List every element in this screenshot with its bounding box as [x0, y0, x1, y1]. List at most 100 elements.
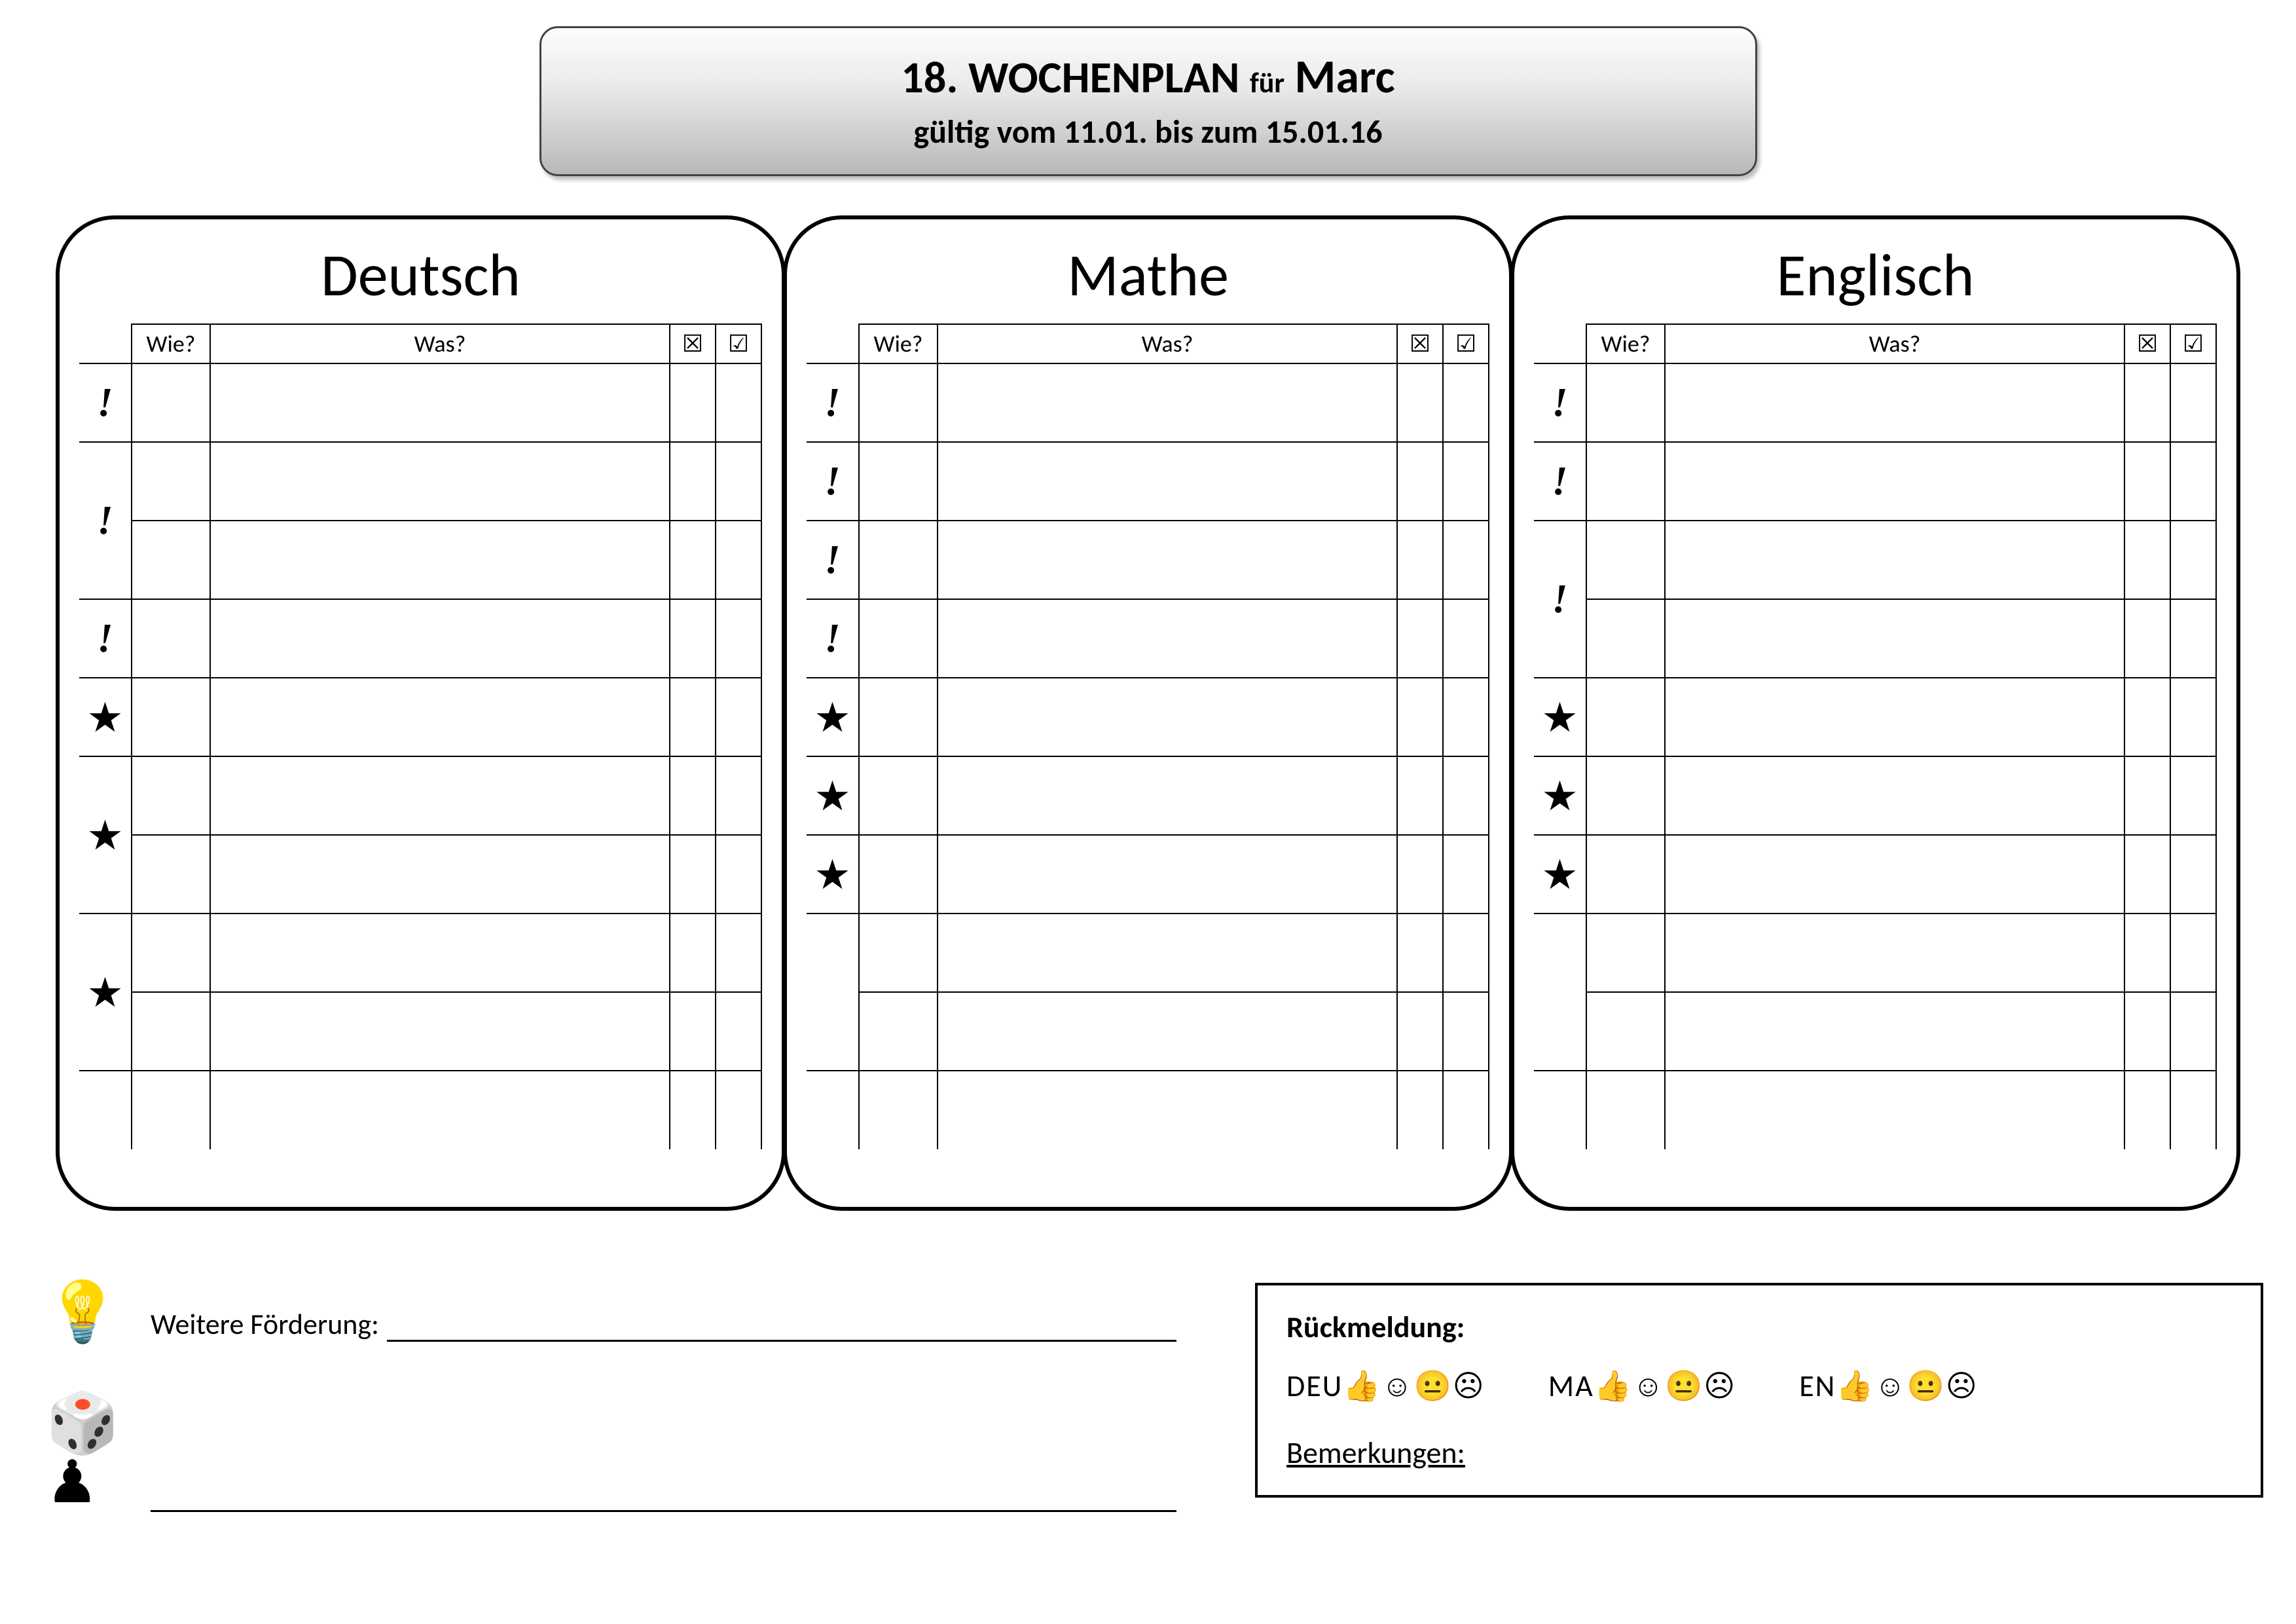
- cell-wie[interactable]: [1586, 363, 1665, 442]
- cell-was[interactable]: [1665, 363, 2124, 442]
- cell-wie[interactable]: [132, 521, 210, 599]
- cell-wie[interactable]: [859, 992, 938, 1071]
- cell-was[interactable]: [938, 1071, 1397, 1149]
- cell-was[interactable]: [938, 992, 1397, 1071]
- cell-right[interactable]: [716, 835, 761, 913]
- cell-wrong[interactable]: [2124, 442, 2170, 521]
- cell-right[interactable]: [1443, 521, 1489, 599]
- cell-was[interactable]: [1665, 678, 2124, 756]
- cell-right[interactable]: [716, 678, 761, 756]
- cell-was[interactable]: [210, 442, 670, 521]
- cell-wie[interactable]: [132, 678, 210, 756]
- cell-wie[interactable]: [859, 756, 938, 835]
- cell-wrong[interactable]: [670, 992, 716, 1071]
- cell-wie[interactable]: [859, 521, 938, 599]
- cell-wie[interactable]: [132, 363, 210, 442]
- cell-wrong[interactable]: [2124, 1071, 2170, 1149]
- cell-wrong[interactable]: [1397, 1071, 1443, 1149]
- cell-wie[interactable]: [859, 442, 938, 521]
- cell-wrong[interactable]: [670, 521, 716, 599]
- cell-wrong[interactable]: [2124, 992, 2170, 1071]
- cell-was[interactable]: [938, 835, 1397, 913]
- cell-right[interactable]: [716, 1071, 761, 1149]
- cell-wrong[interactable]: [670, 442, 716, 521]
- cell-right[interactable]: [716, 992, 761, 1071]
- cell-right[interactable]: [1443, 913, 1489, 992]
- cell-right[interactable]: [2170, 442, 2216, 521]
- cell-wie[interactable]: [132, 835, 210, 913]
- cell-right[interactable]: [2170, 678, 2216, 756]
- cell-right[interactable]: [2170, 363, 2216, 442]
- cell-wrong[interactable]: [1397, 442, 1443, 521]
- cell-wie[interactable]: [1586, 521, 1665, 599]
- cell-was[interactable]: [938, 756, 1397, 835]
- cell-wrong[interactable]: [1397, 835, 1443, 913]
- cell-was[interactable]: [210, 521, 670, 599]
- cell-wie[interactable]: [132, 1071, 210, 1149]
- cell-was[interactable]: [1665, 521, 2124, 599]
- cell-wie[interactable]: [132, 756, 210, 835]
- cell-wrong[interactable]: [2124, 521, 2170, 599]
- cell-wrong[interactable]: [1397, 756, 1443, 835]
- cell-wrong[interactable]: [670, 363, 716, 442]
- cell-wie[interactable]: [1586, 599, 1665, 678]
- cell-was[interactable]: [1665, 442, 2124, 521]
- cell-right[interactable]: [1443, 363, 1489, 442]
- cell-wrong[interactable]: [1397, 913, 1443, 992]
- cell-wrong[interactable]: [670, 1071, 716, 1149]
- cell-was[interactable]: [938, 363, 1397, 442]
- cell-right[interactable]: [2170, 992, 2216, 1071]
- cell-right[interactable]: [716, 756, 761, 835]
- cell-wrong[interactable]: [670, 913, 716, 992]
- cell-was[interactable]: [1665, 599, 2124, 678]
- cell-was[interactable]: [210, 363, 670, 442]
- cell-right[interactable]: [1443, 599, 1489, 678]
- cell-right[interactable]: [716, 521, 761, 599]
- cell-was[interactable]: [938, 913, 1397, 992]
- cell-wrong[interactable]: [670, 756, 716, 835]
- cell-wie[interactable]: [859, 913, 938, 992]
- cell-wie[interactable]: [859, 363, 938, 442]
- feedback-faces[interactable]: 👍☺😐☹: [1594, 1368, 1736, 1405]
- cell-was[interactable]: [210, 599, 670, 678]
- cell-was[interactable]: [938, 678, 1397, 756]
- cell-wie[interactable]: [1586, 756, 1665, 835]
- cell-was[interactable]: [1665, 913, 2124, 992]
- cell-was[interactable]: [210, 992, 670, 1071]
- cell-was[interactable]: [1665, 835, 2124, 913]
- cell-wie[interactable]: [1586, 992, 1665, 1071]
- cell-wie[interactable]: [1586, 913, 1665, 992]
- cell-wie[interactable]: [859, 835, 938, 913]
- cell-was[interactable]: [210, 913, 670, 992]
- cell-wie[interactable]: [1586, 1071, 1665, 1149]
- cell-wrong[interactable]: [670, 835, 716, 913]
- cell-wie[interactable]: [859, 599, 938, 678]
- games-line[interactable]: [151, 1483, 1176, 1512]
- cell-right[interactable]: [2170, 913, 2216, 992]
- feedback-faces[interactable]: 👍☺😐☹: [1343, 1368, 1485, 1405]
- cell-wrong[interactable]: [2124, 363, 2170, 442]
- cell-wie[interactable]: [1586, 678, 1665, 756]
- cell-right[interactable]: [2170, 835, 2216, 913]
- cell-right[interactable]: [716, 913, 761, 992]
- cell-wrong[interactable]: [2124, 756, 2170, 835]
- cell-wie[interactable]: [132, 992, 210, 1071]
- cell-was[interactable]: [1665, 992, 2124, 1071]
- cell-was[interactable]: [210, 756, 670, 835]
- cell-right[interactable]: [1443, 992, 1489, 1071]
- extra-support-line[interactable]: [387, 1313, 1176, 1342]
- cell-wrong[interactable]: [1397, 363, 1443, 442]
- cell-right[interactable]: [716, 442, 761, 521]
- cell-was[interactable]: [938, 599, 1397, 678]
- cell-was[interactable]: [1665, 1071, 2124, 1149]
- cell-wie[interactable]: [132, 913, 210, 992]
- cell-wrong[interactable]: [670, 678, 716, 756]
- cell-right[interactable]: [1443, 678, 1489, 756]
- cell-wrong[interactable]: [2124, 599, 2170, 678]
- feedback-faces[interactable]: 👍☺😐☹: [1836, 1368, 1978, 1405]
- cell-right[interactable]: [2170, 521, 2216, 599]
- cell-right[interactable]: [1443, 835, 1489, 913]
- cell-wrong[interactable]: [1397, 599, 1443, 678]
- cell-right[interactable]: [2170, 756, 2216, 835]
- cell-was[interactable]: [938, 521, 1397, 599]
